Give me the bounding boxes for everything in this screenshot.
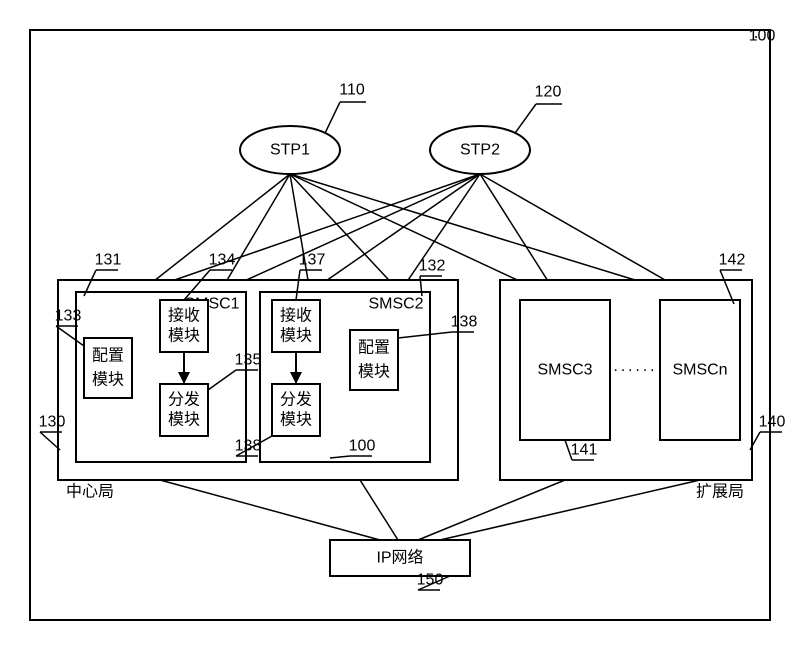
svg-text:100: 100 <box>349 438 376 455</box>
svg-text:模块: 模块 <box>358 363 390 381</box>
svg-text:······: ······ <box>613 362 657 379</box>
svg-text:132: 132 <box>419 258 446 275</box>
svg-text:SMSCn: SMSCn <box>672 362 727 379</box>
svg-text:138: 138 <box>235 438 262 455</box>
svg-text:135: 135 <box>235 352 262 369</box>
svg-text:模块: 模块 <box>92 371 124 389</box>
svg-text:模块: 模块 <box>168 327 200 345</box>
svg-text:模块: 模块 <box>280 411 312 429</box>
svg-text:IP网络: IP网络 <box>376 548 423 567</box>
svg-text:分发: 分发 <box>280 391 312 409</box>
svg-text:131: 131 <box>95 252 122 269</box>
svg-text:STP2: STP2 <box>460 142 500 159</box>
svg-text:STP1: STP1 <box>270 142 310 159</box>
svg-text:141: 141 <box>571 442 598 459</box>
svg-text:模块: 模块 <box>280 327 312 345</box>
svg-text:140: 140 <box>759 414 786 431</box>
svg-text:分发: 分发 <box>168 391 200 409</box>
svg-text:142: 142 <box>719 252 746 269</box>
svg-text:SMSC3: SMSC3 <box>537 362 592 379</box>
svg-text:配置: 配置 <box>92 347 124 365</box>
svg-text:133: 133 <box>55 308 82 325</box>
svg-text:150: 150 <box>417 572 444 589</box>
svg-text:SMSC2: SMSC2 <box>368 296 423 313</box>
svg-text:110: 110 <box>339 82 365 99</box>
svg-text:接收: 接收 <box>280 307 312 325</box>
svg-text:138: 138 <box>451 314 478 331</box>
svg-text:120: 120 <box>535 84 562 101</box>
svg-text:扩展局: 扩展局 <box>696 483 744 501</box>
svg-text:配置: 配置 <box>358 339 390 357</box>
svg-text:130: 130 <box>39 414 66 431</box>
svg-text:137: 137 <box>299 252 326 269</box>
svg-text:接收: 接收 <box>168 307 200 325</box>
svg-text:134: 134 <box>209 252 236 269</box>
svg-text:中心局: 中心局 <box>66 483 114 501</box>
svg-text:100: 100 <box>749 28 776 45</box>
svg-text:模块: 模块 <box>168 411 200 429</box>
